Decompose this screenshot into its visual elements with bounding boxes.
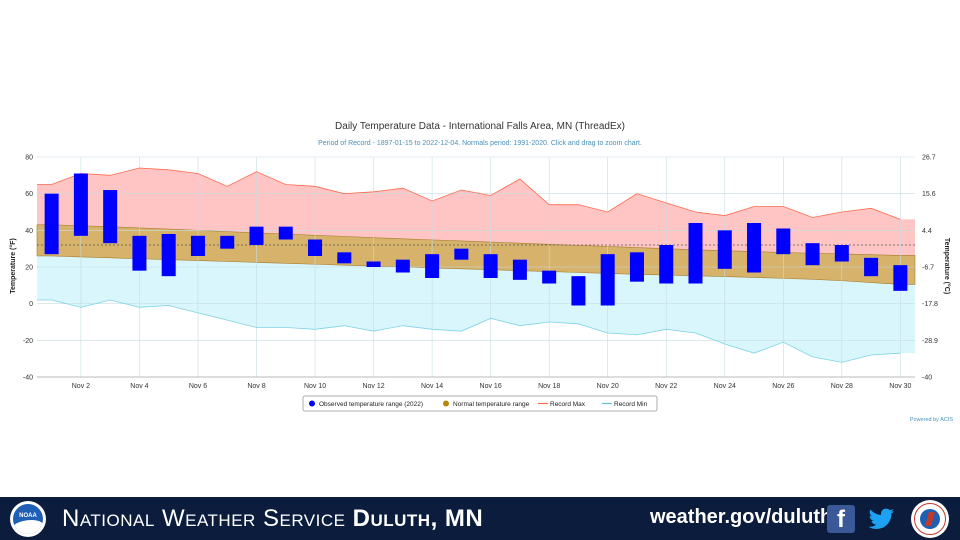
- x-tick-label: Nov 16: [480, 383, 502, 390]
- footer-bar: NOAA National Weather Service Duluth, MN…: [0, 497, 960, 540]
- observed-bar: [512, 259, 527, 280]
- y-tick-label: -20: [23, 338, 33, 345]
- legend-marker: [443, 400, 449, 407]
- y2-tick-label: 4.4: [922, 228, 932, 235]
- y2-tick-label: -40: [922, 375, 932, 382]
- observed-bar: [132, 235, 147, 271]
- nws-logo: [911, 500, 949, 538]
- observed-bar: [308, 239, 323, 256]
- x-tick-label: Nov 20: [597, 383, 619, 390]
- x-tick-label: Nov 30: [889, 383, 911, 390]
- record-max-line: [37, 167, 901, 220]
- y-tick-label: 60: [25, 191, 33, 198]
- x-tick-label: Nov 4: [130, 383, 148, 390]
- observed-bar: [161, 234, 176, 277]
- noaa-logo: NOAA: [10, 501, 46, 537]
- observed-bar: [278, 226, 293, 240]
- y-tick-label: -40: [23, 375, 33, 382]
- observed-bar: [864, 257, 879, 277]
- x-tick-label: Nov 14: [421, 383, 443, 390]
- observed-bar: [190, 235, 205, 256]
- legend-marker: [309, 400, 315, 407]
- chart-subtitle: Period of Record - 1897-01-15 to 2022-12…: [318, 140, 642, 147]
- observed-bar: [395, 259, 410, 273]
- observed-bar: [893, 265, 908, 291]
- legend-label: Record Min: [614, 401, 648, 408]
- footer-title-plain: National Weather Service: [62, 505, 353, 532]
- footer-url[interactable]: weather.gov/duluth: [650, 506, 833, 528]
- x-tick-label: Nov 24: [714, 383, 736, 390]
- x-tick-label: Nov 22: [655, 383, 677, 390]
- legend-label: Observed temperature range (2022): [319, 401, 423, 408]
- y2-tick-label: -17.8: [922, 301, 938, 308]
- x-tick-label: Nov 28: [831, 383, 853, 390]
- legend-label: Normal temperature range: [453, 401, 530, 408]
- x-tick-label: Nov 6: [189, 383, 207, 390]
- observed-bar: [103, 190, 118, 244]
- x-tick-label: Nov 12: [362, 383, 384, 390]
- x-tick-label: Nov 10: [304, 383, 326, 390]
- record-min-line: [37, 299, 901, 363]
- y2-tick-label: 15.6: [922, 191, 936, 198]
- observed-bar: [249, 226, 264, 245]
- legend-label: Record Max: [550, 401, 586, 408]
- observed-bar: [542, 270, 557, 284]
- observed-bar: [483, 254, 498, 278]
- temperature-chart[interactable]: Daily Temperature Data - International F…: [0, 0, 960, 497]
- y2-axis-label: Temperature (°C): [943, 238, 951, 294]
- y2-tick-label: -6.7: [922, 265, 934, 272]
- observed-bar: [659, 245, 674, 284]
- footer-title-office: Duluth, MN: [352, 505, 484, 532]
- observed-bar: [454, 248, 469, 260]
- y-axis-label: Temperature (°F): [9, 238, 17, 294]
- chart-title: Daily Temperature Data - International F…: [335, 121, 625, 132]
- y-tick-label: 40: [25, 228, 33, 235]
- observed-bar: [629, 252, 644, 282]
- observed-bar: [366, 261, 381, 267]
- observed-bar: [337, 252, 352, 264]
- observed-bar: [425, 254, 440, 278]
- legend-box: [302, 395, 658, 412]
- chart-legend: Observed temperature range (2022) Normal …: [302, 395, 658, 412]
- observed-bar: [688, 223, 703, 284]
- observed-bar: [73, 173, 88, 236]
- observed-bar: [220, 235, 235, 249]
- x-tick-label: Nov 18: [538, 383, 560, 390]
- y2-tick-label: 26.7: [922, 155, 936, 162]
- x-tick-label: Nov 8: [247, 383, 265, 390]
- x-tick-label: Nov 26: [772, 383, 794, 390]
- facebook-icon[interactable]: f: [827, 505, 855, 533]
- observed-bar: [600, 254, 615, 306]
- y-tick-label: 20: [25, 265, 33, 272]
- observed-bar: [571, 276, 586, 306]
- twitter-icon[interactable]: [866, 504, 896, 534]
- observed-bar: [805, 243, 820, 266]
- observed-bar: [776, 228, 791, 255]
- footer-title: National Weather Service Duluth, MN: [62, 505, 483, 533]
- x-tick-label: Nov 2: [72, 383, 90, 390]
- observed-bar: [44, 193, 59, 255]
- observed-bar: [834, 245, 849, 262]
- observed-bar: [717, 230, 732, 269]
- y-tick-label: 0: [29, 301, 33, 308]
- y2-tick-label: -28.9: [922, 338, 938, 345]
- y-tick-label: 80: [25, 155, 33, 162]
- acis-credit[interactable]: Powered by ACIS: [910, 417, 953, 423]
- observed-bar: [747, 223, 762, 273]
